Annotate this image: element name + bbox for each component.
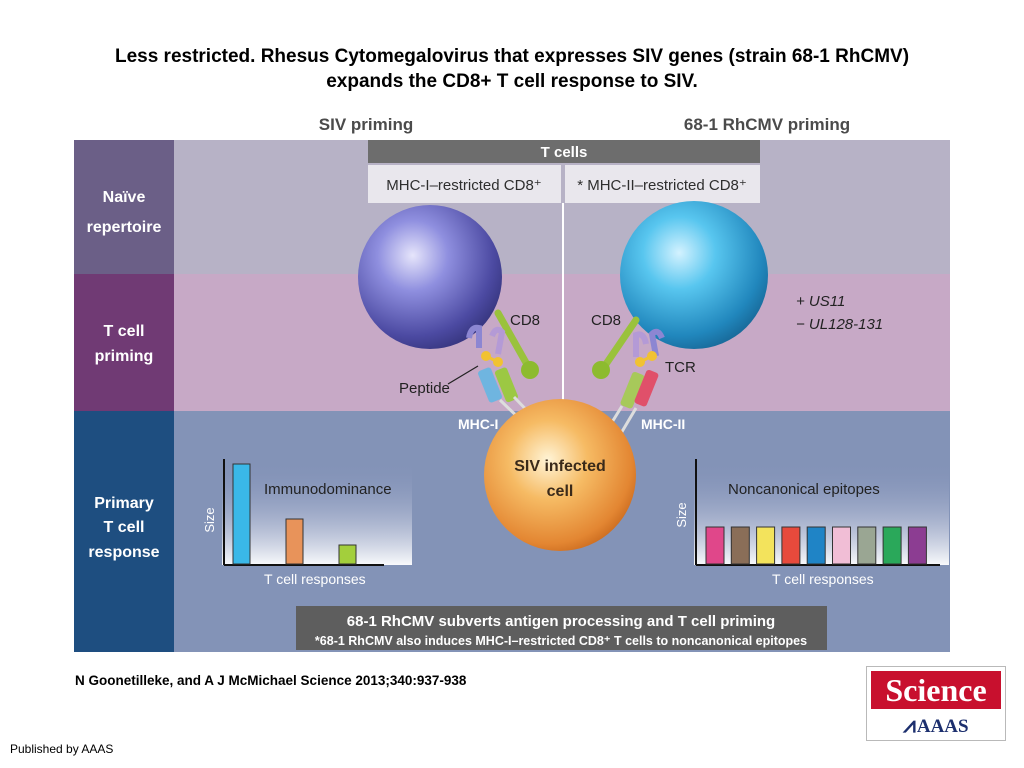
row-label-naive-1: Naïve	[103, 189, 146, 206]
row-label-naive-2: repertoire	[87, 219, 162, 236]
row-label-response-1: Primary	[94, 495, 154, 512]
row-label-priming-2: priming	[95, 348, 154, 365]
footer-banner-line-1: 68-1 RhCMV subverts antigen processing a…	[347, 613, 775, 630]
row-label-response-2: T cell	[104, 519, 145, 536]
figure-title: Less restricted. Rhesus Cytomegalovirus …	[30, 44, 994, 94]
title-line-1: Less restricted. Rhesus Cytomegalovirus …	[114, 46, 910, 67]
row-label-priming-1: T cell	[104, 323, 145, 340]
chart-immunodominance: Immunodominance T cell responses Size	[202, 459, 412, 587]
heading-siv-priming: SIV priming	[319, 115, 413, 134]
naive-label-box	[74, 140, 174, 274]
logo-aaas-text: AAAS	[916, 716, 969, 737]
label-mhc2: MHC-II	[641, 416, 685, 432]
tcells-banner	[368, 140, 760, 163]
chart-noncanonical: Noncanonical epitopes T cell responses S…	[674, 459, 949, 587]
chart-left-bars	[232, 463, 357, 565]
priming-label-box	[74, 274, 174, 411]
published-by: Published by AAAS	[10, 742, 114, 756]
row-label-response-3: response	[88, 544, 159, 561]
chart-right-bars	[705, 526, 927, 565]
cd8-tcell-mhc1	[358, 205, 502, 349]
chart-right-bar-6	[832, 526, 851, 565]
subheader-mhc1-restricted: MHC-I–restricted CD8⁺	[386, 177, 541, 194]
chart-right-bar-7	[857, 526, 877, 565]
science-aaas-logo: Science ⩘AAAS	[866, 666, 1006, 741]
chart-right-title: Noncanonical epitopes	[728, 481, 880, 498]
chart-right-bar-3	[756, 526, 776, 565]
chart-left-ylabel: Size	[202, 507, 217, 532]
chart-left-title: Immunodominance	[264, 481, 392, 498]
chart-right-bar-2	[730, 526, 750, 565]
aaas-mark-icon: ⩘	[903, 712, 916, 737]
tcr-mhc1-complex	[447, 309, 540, 427]
chart-right-bar-1	[705, 526, 725, 565]
label-tcr: TCR	[665, 359, 696, 376]
label-peptide: Peptide	[399, 380, 450, 397]
chart-right-xlabel: T cell responses	[772, 571, 874, 587]
label-cd8-left: CD8	[510, 312, 540, 329]
subheader-mhc2-restricted: * MHC-II–restricted CD8⁺	[577, 177, 747, 194]
gene-us11: + US11	[796, 293, 845, 310]
citation: N Goonetilleke, and A J McMichael Scienc…	[75, 673, 467, 688]
science-figure: SIV priming 68-1 RhCMV priming T cells M…	[74, 115, 950, 652]
chart-left-xlabel: T cell responses	[264, 571, 366, 587]
chart-right-bar-8	[882, 526, 902, 565]
infected-cell-label-1: SIV infected	[514, 458, 606, 475]
chart-right-bar-5	[806, 526, 826, 565]
gene-ul128-131: − UL128-131	[796, 316, 883, 333]
chart-left-bar-2	[285, 518, 304, 565]
subheader-right-box	[565, 165, 760, 203]
footer-banner-line-2: *68-1 RhCMV also induces MHC-I–restricte…	[315, 634, 807, 648]
chart-right-bar-4	[781, 526, 801, 565]
label-mhc1: MHC-I	[458, 416, 498, 432]
infected-cell-label-2: cell	[547, 483, 574, 500]
chart-right-ylabel: Size	[674, 502, 689, 527]
logo-science-wordmark: Science	[871, 671, 1001, 709]
cd8-tcell-mhc2	[620, 201, 768, 349]
label-cd8-right: CD8	[591, 312, 621, 329]
title-line-2: expands the CD8+ T cell response to SIV.	[326, 71, 698, 92]
response-label-box	[74, 411, 174, 652]
chart-right-bar-9	[907, 526, 927, 565]
siv-infected-cell	[484, 399, 636, 551]
logo-aaas: ⩘AAAS	[871, 712, 1001, 738]
footer-banner	[296, 606, 827, 650]
chart-left-bar-1	[232, 463, 251, 565]
tcells-banner-label: T cells	[541, 144, 588, 161]
heading-rhcmv-priming: 68-1 RhCMV priming	[684, 115, 850, 134]
chart-left-bar-3	[338, 544, 357, 565]
subheader-left-box	[368, 165, 561, 203]
tcr-mhc2-complex	[592, 316, 665, 436]
